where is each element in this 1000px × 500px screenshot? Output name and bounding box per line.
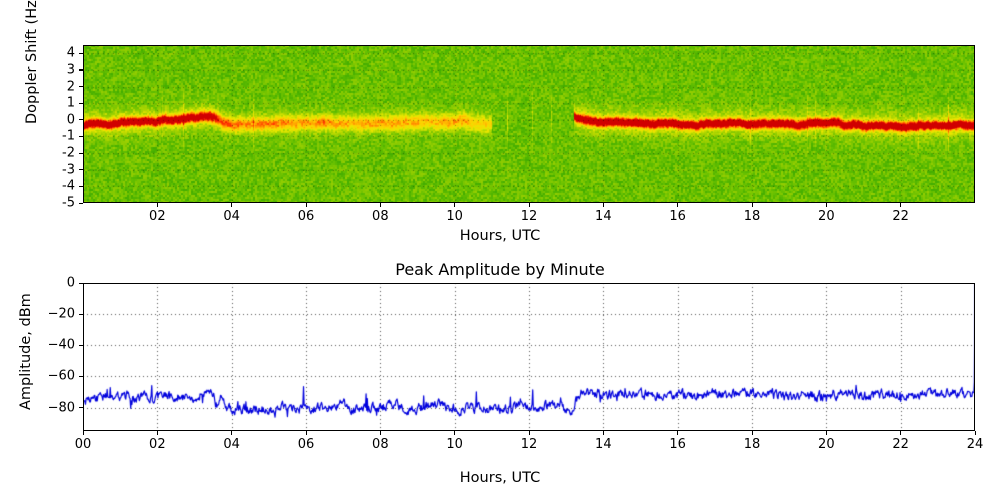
y-tick-label: -3 — [62, 162, 75, 178]
x-tick-mark — [454, 203, 456, 207]
y-tick-mark — [79, 152, 83, 154]
x-tick-label: 04 — [223, 209, 240, 224]
amplitude-plot-area — [83, 283, 975, 431]
x-tick-mark — [751, 203, 753, 207]
spectrogram-image — [83, 45, 975, 203]
amplitude-axes — [83, 283, 975, 431]
amplitude-chart-title: Peak Amplitude by Minute — [395, 260, 605, 279]
x-tick-label: 02 — [149, 437, 166, 452]
x-tick-mark — [379, 431, 381, 435]
y-tick-mark — [79, 313, 83, 315]
x-tick-mark — [379, 203, 381, 207]
x-tick-label: 22 — [892, 437, 909, 452]
y-tick-mark — [79, 69, 83, 71]
amplitude-ylabel: Amplitude, dBm — [18, 293, 34, 410]
x-tick-mark — [677, 431, 679, 435]
y-tick-mark — [79, 282, 83, 284]
y-tick-label: 4 — [66, 45, 75, 61]
x-tick-label: 06 — [297, 209, 315, 224]
x-tick-mark — [751, 431, 753, 435]
y-tick-mark — [79, 119, 83, 121]
x-tick-mark — [528, 431, 530, 435]
x-tick-label: 16 — [669, 209, 686, 224]
x-tick-mark — [82, 431, 84, 435]
x-tick-mark — [900, 431, 902, 435]
x-tick-mark — [305, 203, 307, 207]
x-tick-label: 06 — [297, 437, 315, 452]
x-tick-label: 14 — [595, 209, 612, 224]
x-tick-label: 14 — [595, 437, 612, 452]
y-tick-label: -2 — [62, 145, 75, 161]
y-tick-label: -5 — [62, 195, 75, 211]
x-tick-label: 08 — [372, 437, 389, 452]
spectrogram-ylabel: Doppler Shift (Hz) — [24, 0, 40, 124]
y-tick-mark — [79, 375, 83, 378]
x-tick-label: 18 — [743, 437, 761, 452]
x-tick-label: 12 — [520, 209, 538, 224]
x-tick-mark — [305, 431, 307, 435]
x-tick-label: 10 — [446, 209, 463, 224]
y-tick-mark — [79, 135, 83, 138]
y-tick-mark — [79, 185, 83, 187]
y-tick-mark — [79, 344, 83, 346]
x-tick-label: 10 — [446, 437, 463, 452]
x-tick-mark — [454, 431, 456, 435]
x-tick-label: 00 — [74, 437, 92, 452]
x-tick-label: 18 — [743, 209, 761, 224]
y-tick-mark — [79, 202, 83, 204]
x-tick-mark — [677, 203, 679, 207]
x-tick-mark — [825, 431, 827, 435]
x-tick-mark — [156, 431, 158, 435]
y-tick-label: −60 — [47, 368, 75, 384]
x-tick-mark — [602, 203, 604, 207]
x-tick-mark — [974, 431, 976, 435]
x-tick-label: 04 — [223, 437, 240, 452]
y-tick-mark — [79, 86, 83, 88]
x-tick-label: 02 — [149, 209, 166, 224]
y-tick-label: -1 — [62, 128, 75, 144]
spectrogram-xlabel: Hours, UTC — [459, 228, 541, 244]
y-tick-label: −20 — [47, 306, 75, 322]
y-tick-label: 0 — [66, 112, 75, 128]
x-tick-mark — [528, 203, 530, 207]
amplitude-xlabel: Hours, UTC — [459, 470, 541, 486]
y-tick-label: −80 — [47, 400, 75, 416]
y-tick-mark — [79, 52, 83, 54]
y-tick-label: 1 — [66, 95, 75, 111]
y-tick-label: 0 — [66, 275, 75, 291]
x-tick-mark — [231, 431, 233, 435]
y-tick-label: -4 — [62, 178, 75, 194]
x-tick-label: 24 — [966, 437, 984, 452]
x-tick-mark — [825, 203, 827, 207]
x-tick-mark — [900, 203, 902, 207]
y-tick-label: 2 — [66, 79, 75, 95]
x-tick-label: 22 — [892, 209, 909, 224]
y-tick-mark — [79, 102, 83, 104]
x-tick-label: 20 — [818, 209, 835, 224]
x-tick-mark — [602, 431, 604, 435]
x-tick-label: 20 — [818, 437, 835, 452]
x-tick-label: 12 — [520, 437, 538, 452]
y-tick-label: 3 — [66, 62, 75, 78]
spectrogram-plot-area — [83, 45, 975, 203]
y-tick-label: −40 — [47, 337, 75, 353]
x-tick-mark — [231, 203, 233, 207]
x-tick-label: 08 — [372, 209, 389, 224]
spectrogram-axes — [83, 45, 975, 203]
x-tick-label: 16 — [669, 437, 686, 452]
x-tick-mark — [156, 203, 158, 207]
y-tick-mark — [79, 169, 83, 171]
y-tick-mark — [79, 407, 83, 409]
amplitude-line-series — [83, 283, 975, 431]
